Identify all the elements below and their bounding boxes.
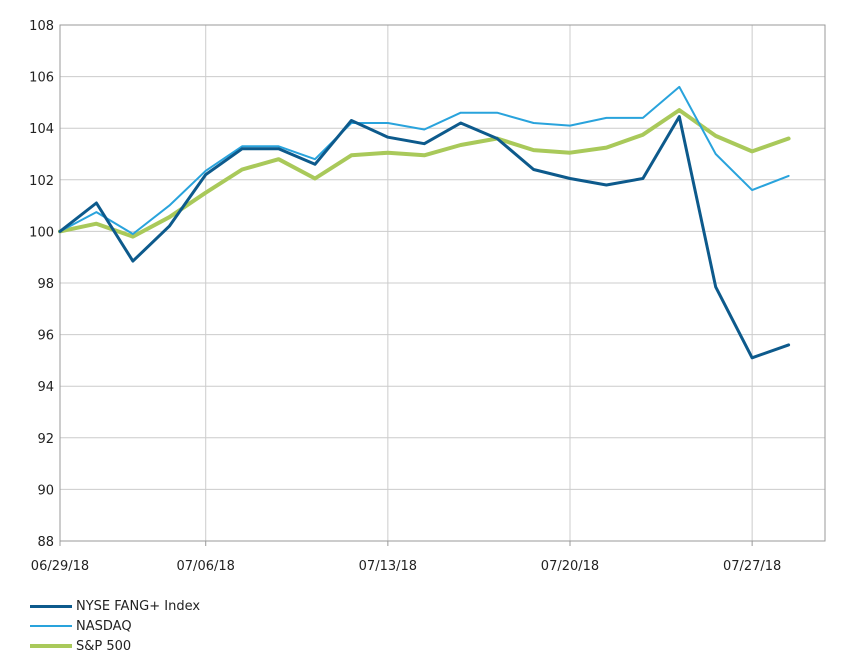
legend-label-nyse-fang: NYSE FANG+ Index [76,598,201,614]
y-tick-label: 108 [29,19,54,34]
y-tick-label: 96 [37,329,54,344]
y-tick-label: 90 [37,483,54,498]
y-tick-label: 88 [37,535,54,550]
y-tick-label: 102 [29,174,54,189]
legend-swatch-sp500 [30,644,72,648]
y-tick-label: 92 [37,432,54,447]
y-tick-label: 106 [29,71,54,86]
series-line-nasdaq [59,85,790,235]
x-tick-label: 06/29/18 [31,559,89,574]
line-chart: 88 90 92 94 96 98 100 102 104 106 108 06/29/18 07/0… [29,19,826,574]
legend-item-nyse-fang: NYSE FANG+ Index [30,596,200,616]
legend: NYSE FANG+ Index NASDAQ S&P 500 [30,596,200,656]
x-tick-label: 07/13/18 [359,559,417,574]
y-axis-ticks: 88 90 92 94 96 98 100 102 104 106 108 [29,19,54,550]
legend-item-sp500: S&P 500 [30,636,200,656]
y-tick-label: 98 [37,277,54,292]
legend-swatch-nyse-fang [30,604,72,608]
series-lines [58,85,791,360]
series-line-nyse-fang-index [58,115,791,360]
legend-swatch-nasdaq [30,625,72,627]
grid-lines [59,24,825,546]
y-tick-label: 100 [29,225,54,240]
x-tick-label: 07/20/18 [541,559,599,574]
x-tick-label: 07/06/18 [177,559,235,574]
legend-label-sp500: S&P 500 [76,638,132,654]
plot-area-border [59,24,826,542]
x-axis-ticks: 06/29/18 07/06/18 07/13/18 07/20/18 07/27/18 [31,559,782,574]
legend-label-nasdaq: NASDAQ [76,618,132,634]
legend-item-nasdaq: NASDAQ [30,616,200,636]
y-tick-label: 104 [29,122,54,137]
y-tick-label: 94 [37,380,54,395]
x-tick-label: 07/27/18 [723,559,781,574]
